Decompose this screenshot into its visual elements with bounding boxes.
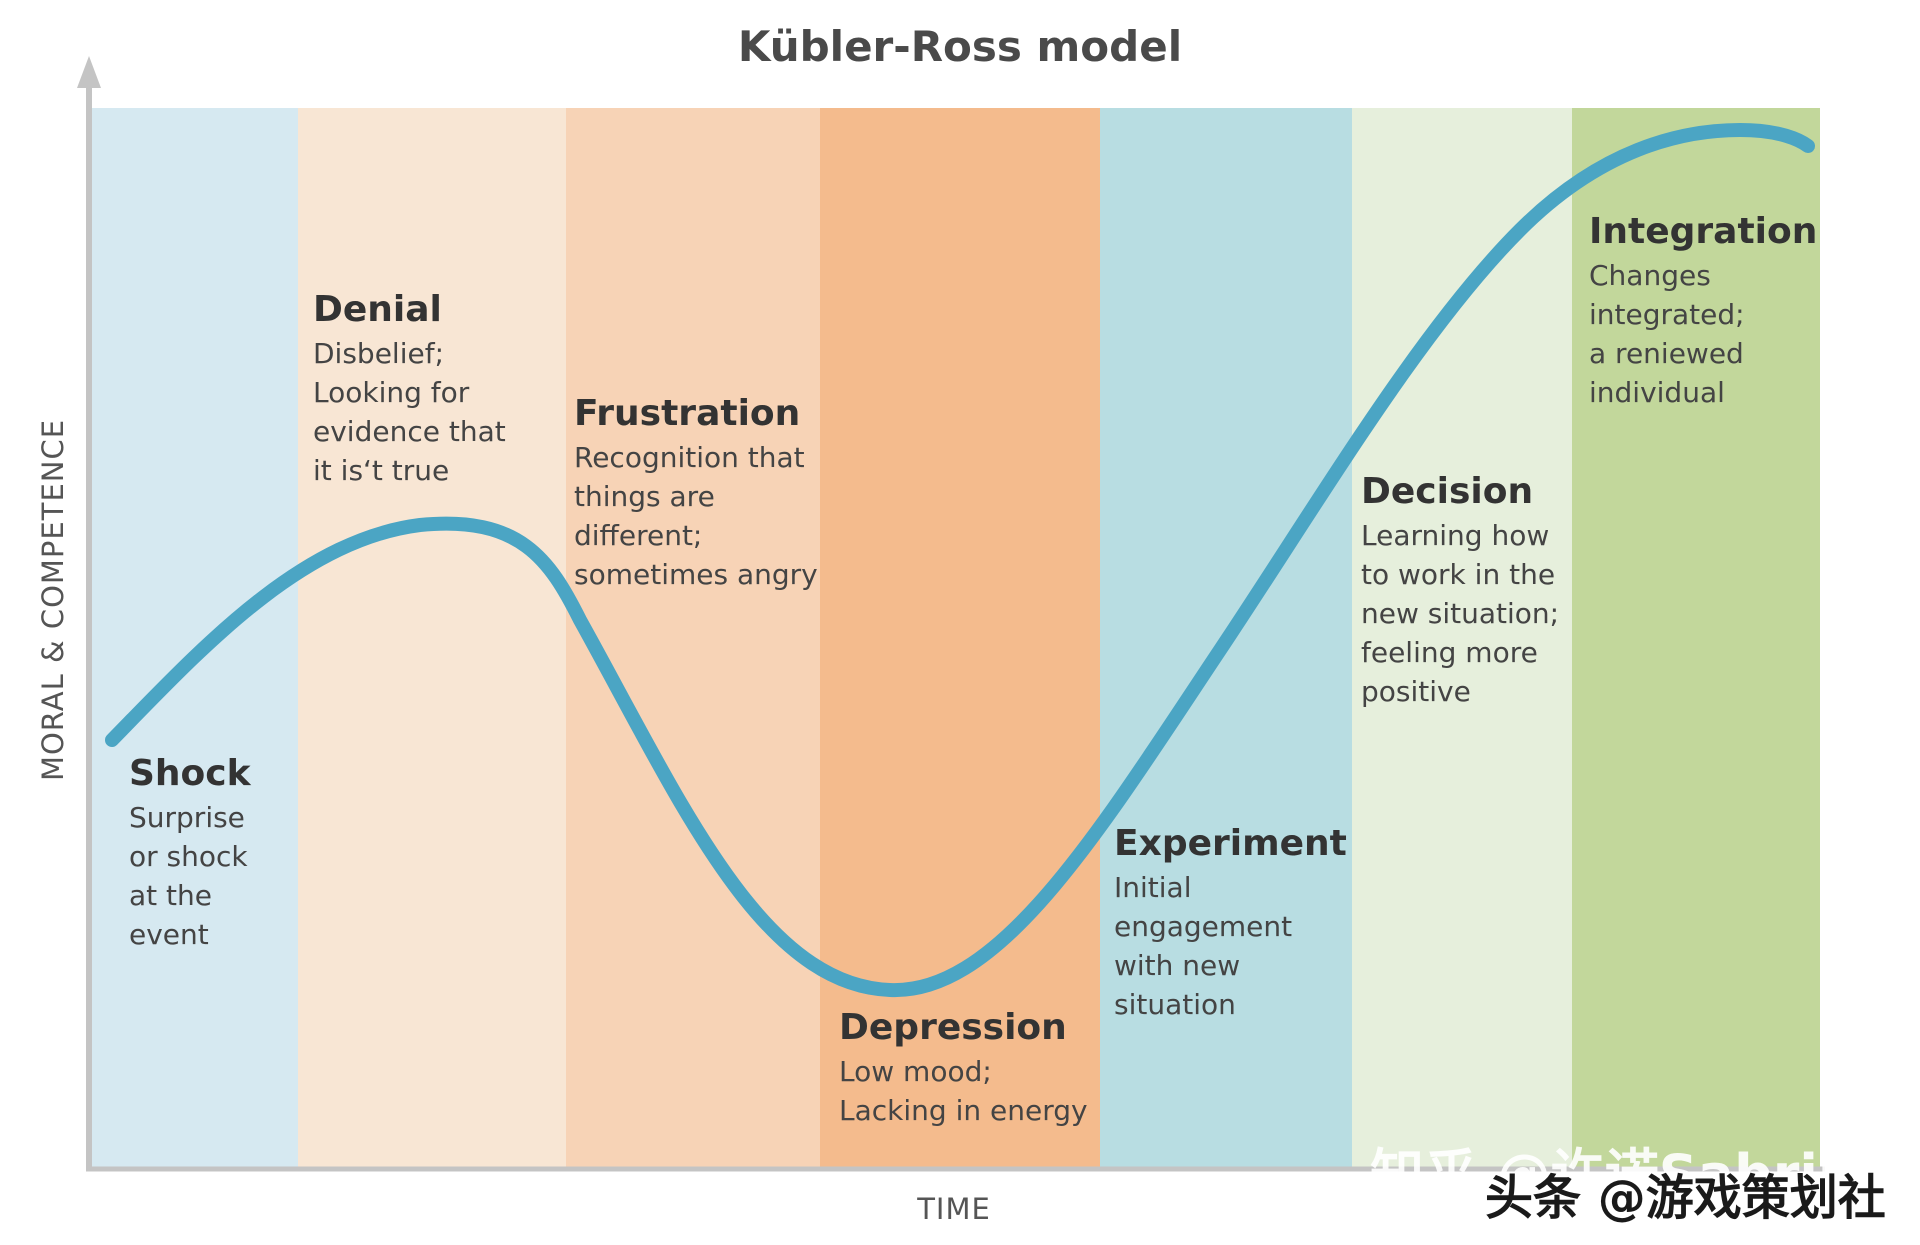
stage-integration: Integration Changes integrated; a reniew… [1589,210,1817,412]
stage-name: Experiment [1114,823,1347,864]
stage-name: Depression [839,1007,1067,1048]
stage-frustration: Frustration Recognition that things are … [574,392,818,594]
stage-description: Surprise or shock at the event [129,801,248,951]
stage-decision: Decision Learning how to work in the new… [1361,470,1559,711]
stage-description: Low mood; Lacking in energy [839,1055,1088,1127]
stage-experiment: Experiment Initial engagement with new s… [1114,822,1347,1024]
stage-description: Disbelief; Looking for evidence that it … [313,337,506,487]
band-integration [1572,108,1820,1168]
axes [77,56,1825,1172]
x-axis-label: TIME [917,1192,991,1226]
stage-description: Initial engagement with new situation [1114,871,1293,1021]
band-frustration [566,108,820,1168]
stage-name: Shock [129,753,251,794]
band-shock [92,108,298,1168]
stage-name: Integration [1589,211,1818,252]
stage-description: Learning how to work in the new situatio… [1361,519,1560,708]
y-axis-arrow [77,56,101,88]
emotion-curve [105,122,1815,998]
y-axis-label: MORAL & COMPETENCE [36,418,70,782]
stage-depression: Depression Low mood; Lacking in energy [839,1006,1088,1130]
stage-denial: Denial Disbelief; Looking for evidence t… [313,288,506,490]
stage-description: Recognition that things are different; s… [574,441,818,591]
watermark-zhihu: 知乎 @许诺Sabrina [1370,1143,1893,1206]
band-denial [298,108,566,1168]
stage-shock: Shock Surprise or shock at the event [129,752,251,954]
stage-name: Denial [313,289,442,330]
watermark-toutiao: 头条 @游戏策划社 [1485,1170,1886,1226]
stage-name: Frustration [574,393,801,434]
diagram-title: Kübler-Ross model [737,22,1183,71]
stage-description: Changes integrated; a reniewed individua… [1589,259,1745,409]
stage-name: Decision [1361,471,1534,512]
